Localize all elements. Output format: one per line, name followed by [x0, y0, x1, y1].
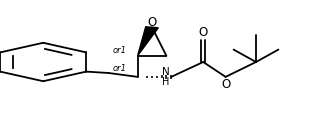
Text: O: O	[199, 26, 208, 39]
Text: N: N	[162, 67, 170, 77]
Text: or1: or1	[113, 64, 127, 73]
Text: H: H	[162, 77, 170, 87]
Text: O: O	[148, 16, 156, 29]
Polygon shape	[138, 27, 158, 56]
Text: O: O	[221, 78, 230, 91]
Text: or1: or1	[113, 46, 127, 55]
